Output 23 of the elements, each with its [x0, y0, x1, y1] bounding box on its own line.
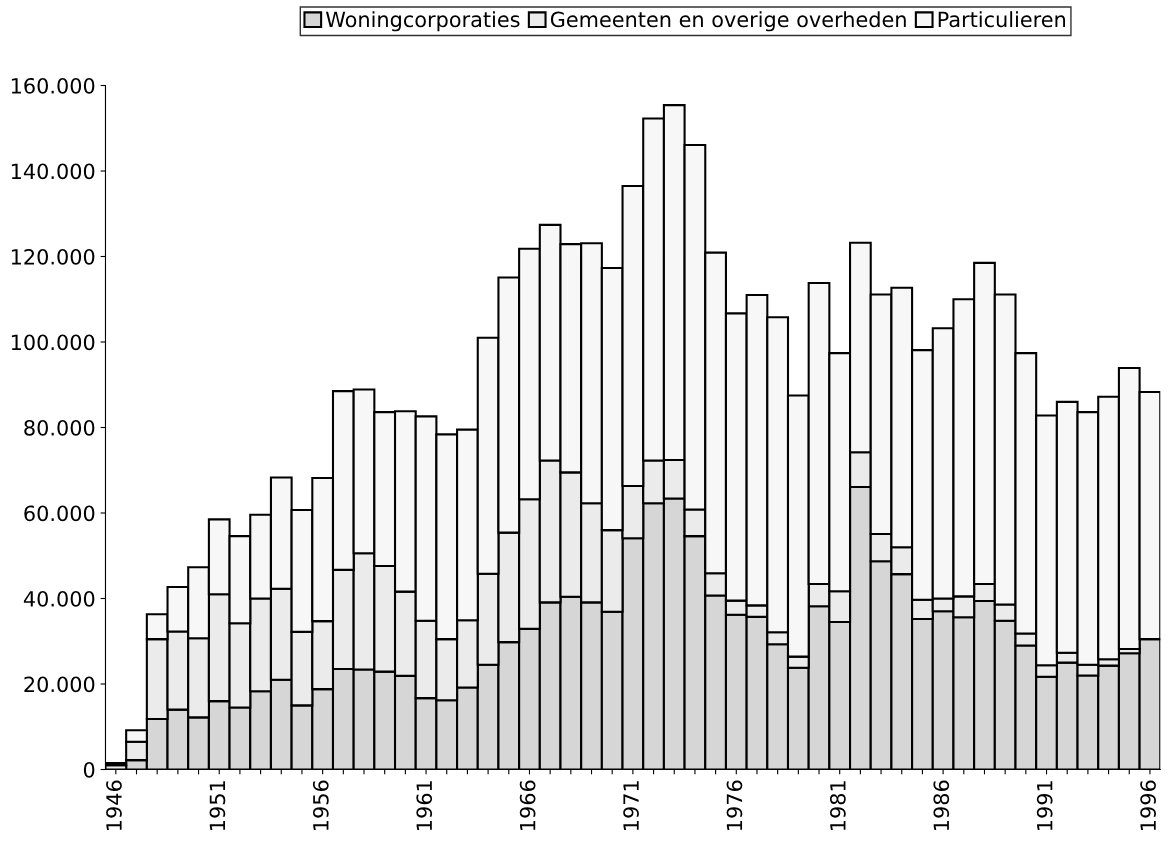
y-tick-label: 120.000	[11, 248, 95, 265]
x-tick-label: 1976	[726, 780, 743, 830]
x-tick-label: 1946	[106, 780, 122, 830]
x-tick-label: 1961	[416, 781, 433, 830]
x-tick-label: 1996	[1140, 780, 1156, 830]
x-tick-label: 1956	[312, 780, 329, 830]
legend-label: Gemeenten en overige overheden	[550, 11, 906, 32]
x-tick-label: 1966	[519, 780, 536, 830]
y-tick-label: 40.000	[23, 590, 95, 607]
y-tick-label: 80.000	[24, 419, 95, 436]
x-tick-label: 1951	[209, 781, 226, 830]
x-tick-label: 1981	[829, 781, 846, 830]
x-tick-label: 1971	[623, 781, 639, 830]
legend-label: Particulieren	[938, 11, 1066, 28]
x-tick-label: 1991	[1036, 781, 1053, 830]
legend-label: Woningcorporaties	[325, 11, 520, 32]
y-tick-label: 20.000	[24, 676, 95, 693]
y-tick-label: 160.000	[11, 77, 95, 94]
y-tick-label: 60.000	[24, 505, 95, 522]
y-tick-label: 100.000	[11, 334, 95, 351]
y-tick-label: 0	[83, 761, 95, 778]
x-tick-label: 1986	[933, 780, 950, 830]
y-tick-label: 140.000	[11, 163, 95, 180]
